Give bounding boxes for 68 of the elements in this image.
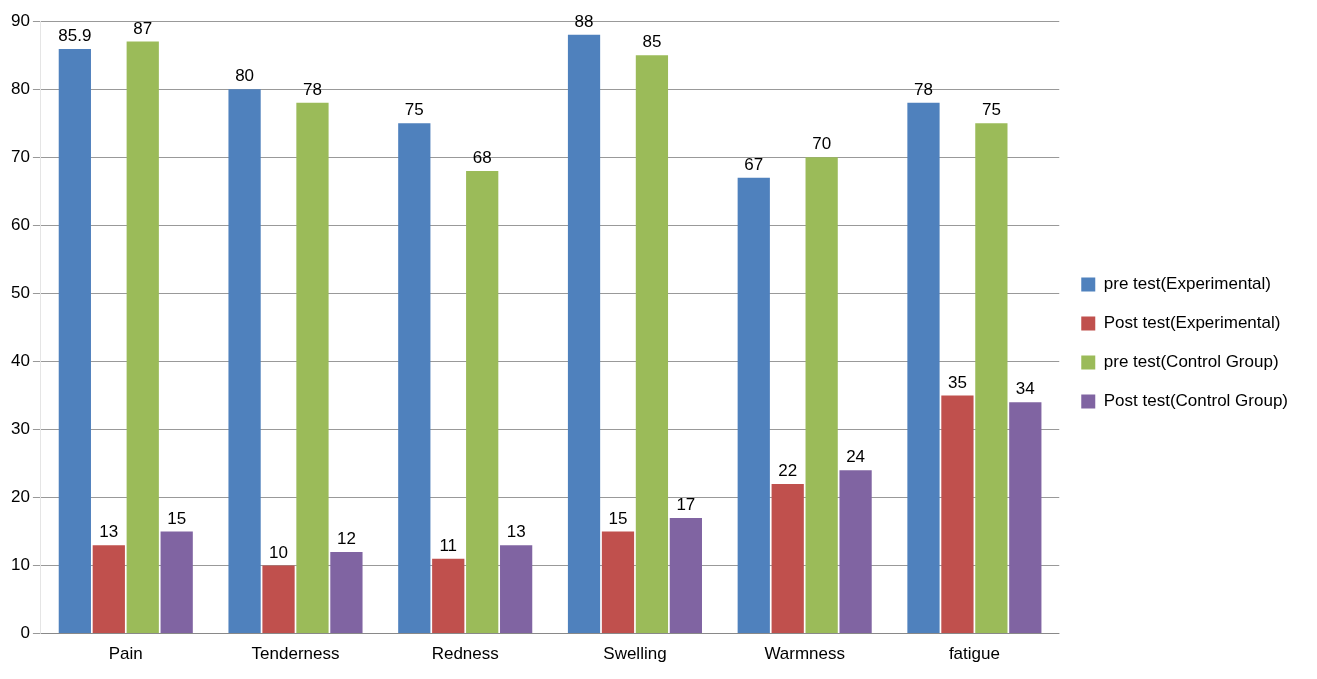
y-tick-label: 30	[10, 419, 30, 439]
legend-label: pre test(Experimental)	[1103, 274, 1271, 294]
bar	[975, 123, 1008, 634]
x-tick-label: Warmness	[764, 644, 845, 664]
data-label: 13	[506, 522, 526, 542]
y-tick-label: 90	[10, 10, 30, 30]
x-tick-label: Redness	[431, 644, 499, 664]
data-label: 75	[404, 100, 424, 120]
y-tick-label: 40	[10, 351, 30, 371]
data-label: 24	[846, 447, 866, 467]
data-label: 10	[269, 542, 288, 562]
bar	[330, 551, 363, 634]
x-tick-label: fatigue	[948, 644, 1000, 664]
bar	[907, 102, 940, 634]
bar	[160, 531, 193, 634]
data-label: 85.9	[58, 26, 92, 46]
x-tick-label: Tenderness	[251, 644, 340, 664]
bar	[839, 470, 872, 634]
data-label: 70	[812, 134, 832, 154]
data-label: 11	[439, 535, 458, 555]
data-label: 22	[778, 461, 798, 481]
bar	[228, 89, 261, 634]
data-label: 34	[1015, 379, 1035, 399]
y-tick-label: 60	[10, 215, 30, 235]
bar	[771, 483, 804, 634]
bar	[126, 41, 159, 634]
legend-label: pre test(Control Group)	[1103, 352, 1279, 372]
data-label: 67	[744, 154, 764, 174]
data-label: 35	[947, 372, 967, 392]
y-tick-label: 50	[10, 283, 30, 303]
bar	[500, 545, 533, 634]
data-label: 80	[235, 66, 255, 86]
bar	[262, 565, 295, 634]
data-label: 13	[99, 522, 119, 542]
bar	[669, 517, 702, 634]
data-label: 88	[574, 12, 594, 31]
bar	[296, 102, 329, 634]
bar	[398, 123, 431, 634]
data-label: 78	[914, 80, 933, 100]
bar	[737, 177, 770, 634]
bar	[567, 34, 601, 634]
data-label: 78	[303, 80, 322, 100]
x-tick-label: Pain	[108, 644, 143, 664]
bar	[635, 55, 669, 634]
y-tick-label: 0	[20, 623, 30, 643]
y-tick-label: 70	[10, 146, 30, 166]
bar	[58, 49, 91, 634]
bar	[1009, 402, 1042, 634]
bar	[601, 531, 635, 634]
x-tick-label: Swelling	[603, 644, 667, 664]
data-label: 15	[167, 508, 187, 528]
data-label: 15	[608, 508, 628, 528]
data-label: 12	[336, 529, 356, 549]
y-tick-label: 20	[10, 487, 30, 507]
bar	[466, 170, 499, 634]
data-label: 68	[472, 148, 492, 168]
bar	[92, 545, 125, 634]
legend-label: Post test(Experimental)	[1103, 313, 1281, 333]
data-label: 75	[981, 100, 1001, 120]
data-label: 87	[133, 18, 153, 38]
bar	[432, 558, 465, 634]
legend-label: Post test(Control Group)	[1103, 391, 1289, 411]
data-label: 17	[676, 495, 696, 515]
y-tick-label: 10	[10, 555, 30, 575]
bar	[941, 395, 974, 634]
data-label: 85	[642, 32, 662, 52]
bar	[805, 157, 838, 634]
y-tick-label: 80	[10, 78, 30, 98]
